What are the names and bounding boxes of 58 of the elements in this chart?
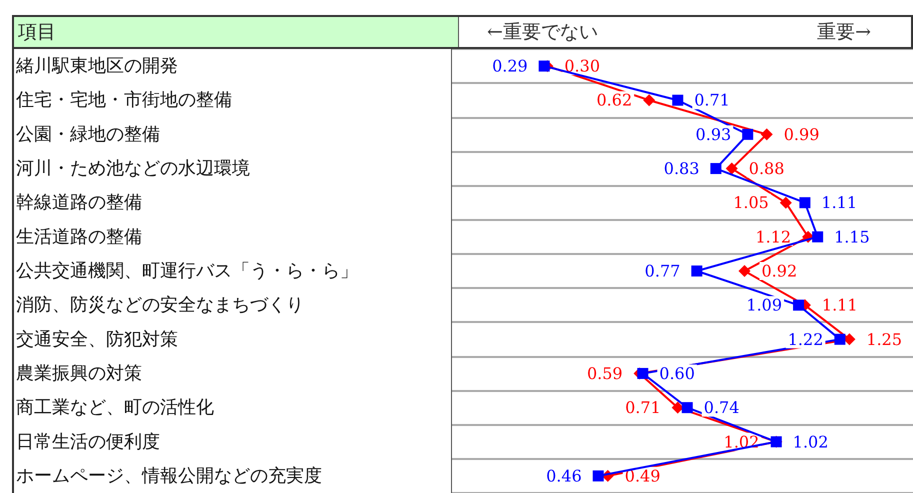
data-label: 0.88 [748,159,784,178]
y-tick-label: 河川・ため池などの水辺環境 [16,158,250,180]
data-label: 0.92 [761,262,798,280]
data-label: 1.25 [866,330,902,349]
data-label: 0.77 [644,262,680,280]
point [592,470,604,482]
text: 重要→ [817,20,871,45]
y-tick-label: 商工業など、町の活性化 [16,397,214,418]
point [799,197,810,208]
y-tick-label: 公共交通機関、町運行バス「う・ら・ら」 [16,260,358,282]
data-label: 0.49 [624,466,660,486]
point [643,94,656,106]
point [760,128,773,140]
data-label: 0.71 [625,398,661,418]
y-tick-label: 住宅・宅地・市街地の整備 [15,90,232,111]
text: ←重要でない [487,20,598,45]
y-tick-label: 消防、防災などの安全なまちづくり [16,294,304,316]
data-label: 1.09 [746,296,782,315]
data-label: 1.12 [755,227,792,246]
point [812,231,824,242]
data-label: 0.60 [659,364,695,383]
data-label: 1.15 [834,227,870,246]
y-axis-title: 項目 [14,17,459,47]
point [682,402,693,414]
y-tick-label: 幹線道路の整備 [16,192,142,214]
data-label: 0.59 [586,364,623,383]
data-label: 0.93 [696,124,732,144]
data-label: 0.83 [664,159,700,178]
point [637,368,648,379]
point [738,265,750,277]
y-tick-label: 公園・緑地の整備 [16,124,160,145]
point [710,163,722,174]
data-label: 0.29 [492,56,528,76]
y-tick-label: 農業振興の対策 [16,362,142,384]
data-label: 1.11 [821,193,858,212]
data-label: 0.71 [694,90,730,110]
y-tick-label: ホームページ、情報公開などの充実度 [16,465,322,486]
point [672,94,684,106]
data-label: 0.74 [704,398,740,418]
data-label: 1.05 [733,193,769,212]
data-label: 1.11 [822,296,858,315]
y-tick-label: 日常生活の便利度 [16,431,160,452]
point [742,128,754,140]
data-label: 0.46 [546,466,582,486]
point [538,60,550,72]
data-label: 0.99 [784,124,820,144]
point [834,334,846,345]
point [780,196,792,209]
data-label: 0.30 [564,56,600,76]
point [793,300,804,311]
data-label: 1.02 [792,432,828,452]
data-label: 1.22 [788,330,824,349]
point [691,266,702,276]
data-label: 0.62 [596,90,632,110]
y-tick-label: 生活道路の整備 [16,226,142,248]
y-tick-label: 交通安全、防犯対策 [16,328,178,350]
point [726,162,738,175]
y-tick-label: 緒川駅東地区の開発 [15,56,178,77]
